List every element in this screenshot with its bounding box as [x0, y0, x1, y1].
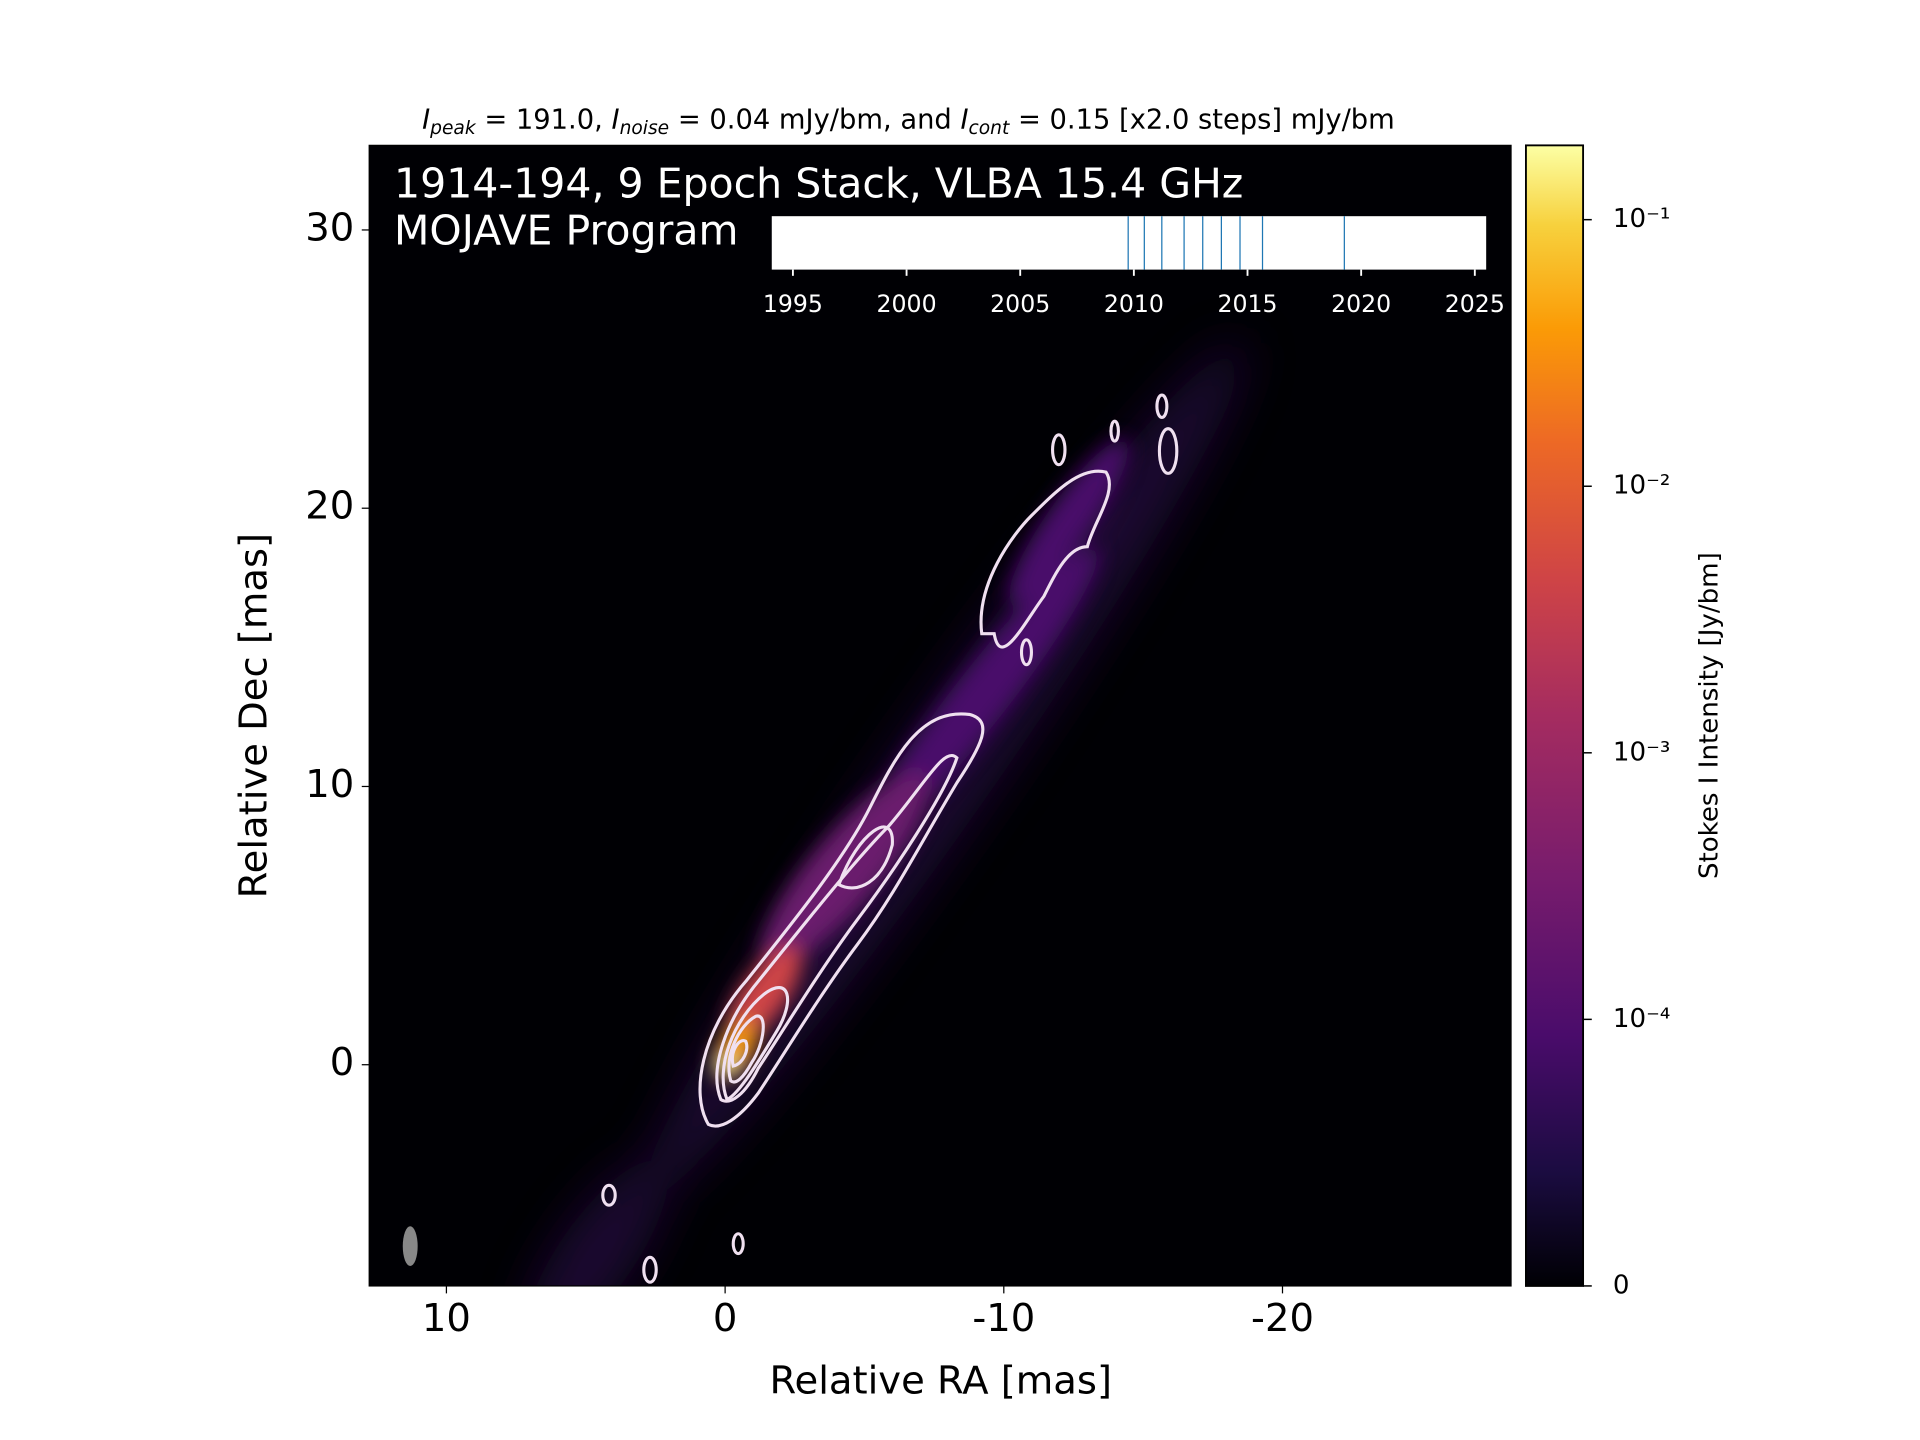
colorbar-tick-label: 10⁻²	[1613, 471, 1670, 501]
epoch-tick-label: 2020	[1331, 290, 1391, 318]
title-part: noise	[620, 117, 670, 138]
title-part: I	[612, 104, 620, 135]
axes-frame	[368, 144, 1512, 1287]
x-axis-label: Relative RA [mas]	[770, 1358, 1112, 1403]
x-tick-label: 10	[422, 1296, 471, 1341]
colorbar-tick-label: 10⁻³	[1613, 737, 1670, 767]
epoch-tick-label: 2010	[1104, 290, 1164, 318]
beam	[402, 1226, 418, 1267]
colorbar-tick-label: 10⁻¹	[1613, 204, 1670, 234]
epoch-tick-label: 2015	[1217, 290, 1277, 318]
y-tick-label: 10	[305, 762, 354, 807]
chart-title: Ipeak = 191.0, Inoise = 0.04 mJy/bm, and…	[422, 104, 1395, 138]
colorbar-tick-label: 10⁻⁴	[1613, 1004, 1670, 1034]
x-tick-label: -10	[972, 1296, 1035, 1341]
title-part: peak	[429, 117, 477, 138]
title-part: = 191.0,	[476, 104, 612, 135]
image	[369, 145, 1512, 1286]
title-part: I	[960, 104, 968, 135]
epoch-tick-label: 2000	[877, 290, 937, 318]
contours	[601, 393, 1179, 1284]
y-axis-label: Relative Dec [mas]	[232, 533, 277, 898]
y-tick-label: 0	[330, 1040, 355, 1085]
epoch-tick-label: 1995	[763, 290, 823, 318]
epoch-tick-label: 2025	[1445, 290, 1505, 318]
epoch-inset	[771, 216, 1487, 270]
annotation: MOJAVE Program	[394, 207, 738, 255]
annotation: 1914-194, 9 Epoch Stack, VLBA 15.4 GHz	[394, 159, 1243, 207]
title-part: = 0.15 [x2.0 steps] mJy/bm	[1009, 104, 1395, 135]
x-tick-label: -20	[1251, 1296, 1314, 1341]
colorbar-label: Stokes I Intensity [Jy/bm]	[1694, 552, 1724, 879]
title-part: cont	[969, 117, 1010, 138]
y-tick-label: 30	[305, 205, 354, 250]
title-part: = 0.04 mJy/bm, and	[669, 104, 960, 135]
epoch-tick-label: 2005	[990, 290, 1050, 318]
x-tick-label: 0	[713, 1296, 738, 1341]
y-tick-label: 20	[305, 484, 354, 529]
colorbar-tick-label: 0	[1613, 1270, 1630, 1300]
title-part: I	[422, 104, 430, 135]
colorbar	[1525, 144, 1585, 1287]
